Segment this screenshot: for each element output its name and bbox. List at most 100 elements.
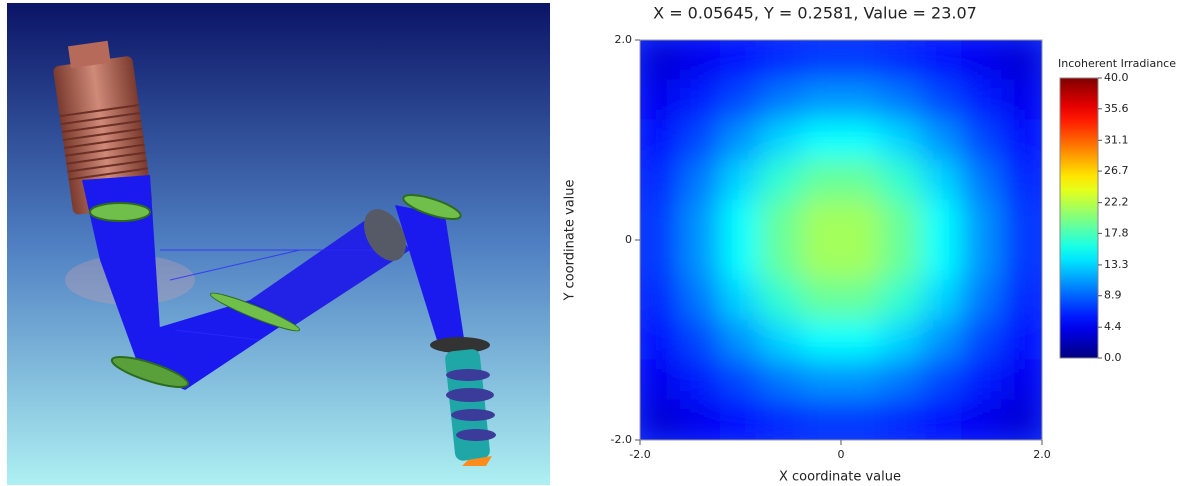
heatmap-cell bbox=[679, 239, 721, 281]
colorbar-tick-label: 31.1 bbox=[1104, 133, 1129, 146]
heatmap-cell bbox=[800, 199, 842, 241]
colorbar bbox=[1059, 77, 1099, 359]
heatmap-cell bbox=[760, 79, 802, 121]
heatmap-cell bbox=[920, 319, 963, 361]
heatmap-cell bbox=[719, 79, 762, 121]
heatmap-cell bbox=[760, 279, 802, 321]
heatmap-cell bbox=[880, 199, 922, 241]
heatmap-cell bbox=[679, 359, 721, 401]
lamp-housing bbox=[53, 40, 152, 215]
colorbar-tick-label: 26.7 bbox=[1104, 164, 1129, 177]
heatmap-cell bbox=[719, 40, 762, 81]
heatmap-cell bbox=[840, 40, 882, 81]
heatmap-cell bbox=[880, 399, 922, 440]
heatmap-cell bbox=[920, 119, 963, 161]
heatmap-cell bbox=[840, 199, 882, 241]
heatmap-cell bbox=[840, 319, 882, 361]
heatmap-cell bbox=[1001, 159, 1042, 201]
heatmap-cell bbox=[1001, 359, 1042, 401]
heatmap-cell bbox=[679, 199, 721, 241]
heatmap-cell bbox=[640, 359, 681, 401]
heatmap-cell bbox=[679, 159, 721, 201]
heatmap-cell bbox=[961, 359, 1003, 401]
heatmap-cell bbox=[920, 199, 963, 241]
heatmap-cell bbox=[920, 159, 963, 201]
heatmap-cell bbox=[760, 319, 802, 361]
heatmap-cell bbox=[920, 79, 963, 121]
colorbar-tick-label: 22.2 bbox=[1104, 196, 1129, 209]
heatmap-cell bbox=[760, 40, 802, 81]
heatmap-cell bbox=[719, 279, 762, 321]
plot-title: X = 0.05645, Y = 0.2581, Value = 23.07 bbox=[653, 4, 977, 23]
heatmap-cell bbox=[920, 40, 963, 81]
heatmap-cell bbox=[800, 119, 842, 161]
heatmap-cell bbox=[961, 399, 1003, 440]
heatmap-cell bbox=[1001, 279, 1042, 321]
colorbar-tick-label: 4.4 bbox=[1104, 320, 1122, 333]
heatmap-cell bbox=[880, 79, 922, 121]
heatmap-cell bbox=[640, 399, 681, 440]
heatmap-cell bbox=[719, 359, 762, 401]
irradiance-plot: X = 0.05645, Y = 0.2581, Value = 23.07 X… bbox=[563, 4, 1177, 485]
heatmap-cell bbox=[961, 279, 1003, 321]
heatmap-cell bbox=[840, 79, 882, 121]
heatmap-cell bbox=[679, 319, 721, 361]
heatmap-cell bbox=[719, 199, 762, 241]
heatmap-cell bbox=[880, 279, 922, 321]
heatmap-cell bbox=[640, 40, 681, 81]
heatmap-cell bbox=[1001, 199, 1042, 241]
heatmap-cell bbox=[640, 199, 681, 241]
heatmap-cell bbox=[719, 239, 762, 281]
heatmap-cell bbox=[800, 40, 842, 81]
heatmap-cell bbox=[1001, 119, 1042, 161]
heatmap-cell bbox=[1001, 79, 1042, 121]
heatmap-cell bbox=[1001, 319, 1042, 361]
heatmap-cell bbox=[961, 319, 1003, 361]
y-axis-label: Y coordinate value bbox=[563, 179, 578, 301]
heatmap-cell bbox=[800, 159, 842, 201]
heatmap-cell bbox=[800, 279, 842, 321]
heatmap-cell bbox=[800, 399, 842, 440]
colorbar-tick-label: 13.3 bbox=[1104, 258, 1129, 271]
heatmap-cell bbox=[640, 279, 681, 321]
heatmap-cell bbox=[679, 399, 721, 440]
heatmap-cell bbox=[880, 119, 922, 161]
heatmap-cell bbox=[961, 159, 1003, 201]
heatmap-cell bbox=[800, 79, 842, 121]
heatmap-cell bbox=[920, 399, 963, 440]
colorbar-tick-label: 8.9 bbox=[1104, 289, 1122, 302]
y-tick-label: 0 bbox=[625, 233, 632, 246]
heatmap-cell bbox=[880, 359, 922, 401]
heatmap-cell bbox=[840, 279, 882, 321]
heatmap-cell bbox=[1001, 40, 1042, 81]
heatmap-cell bbox=[760, 399, 802, 440]
heatmap-cell bbox=[1001, 399, 1042, 440]
heatmap-cell bbox=[760, 119, 802, 161]
lens-stack bbox=[445, 349, 496, 466]
heatmap-cell bbox=[679, 279, 721, 321]
heatmap-cell bbox=[719, 119, 762, 161]
x-tick-label: -2.0 bbox=[629, 448, 650, 461]
heatmap-cell bbox=[961, 239, 1003, 281]
heatmap-cell bbox=[640, 79, 681, 121]
heatmap-cell bbox=[640, 319, 681, 361]
colorbar-tick-label: 0.0 bbox=[1104, 351, 1122, 364]
heatmap-cell bbox=[840, 359, 882, 401]
heatmap-cell bbox=[760, 239, 802, 281]
heatmap-cell bbox=[840, 119, 882, 161]
heatmap-cell bbox=[679, 40, 721, 81]
colorbar-label: Incoherent Irradiance bbox=[1058, 57, 1176, 70]
heatmap-cell bbox=[880, 40, 922, 81]
heatmap-cell bbox=[961, 119, 1003, 161]
colorbar-tick-label: 17.8 bbox=[1104, 226, 1129, 239]
heatmap bbox=[640, 40, 1042, 440]
heatmap-cell bbox=[840, 159, 882, 201]
heatmap-cell bbox=[719, 159, 762, 201]
system-render bbox=[7, 3, 550, 485]
colorbar-tick-label: 40.0 bbox=[1104, 71, 1129, 84]
heatmap-cell bbox=[760, 199, 802, 241]
heatmap-cell bbox=[760, 159, 802, 201]
heatmap-cell bbox=[920, 359, 963, 401]
x-axis-label: X coordinate value bbox=[779, 470, 901, 485]
heatmap-cell bbox=[640, 119, 681, 161]
